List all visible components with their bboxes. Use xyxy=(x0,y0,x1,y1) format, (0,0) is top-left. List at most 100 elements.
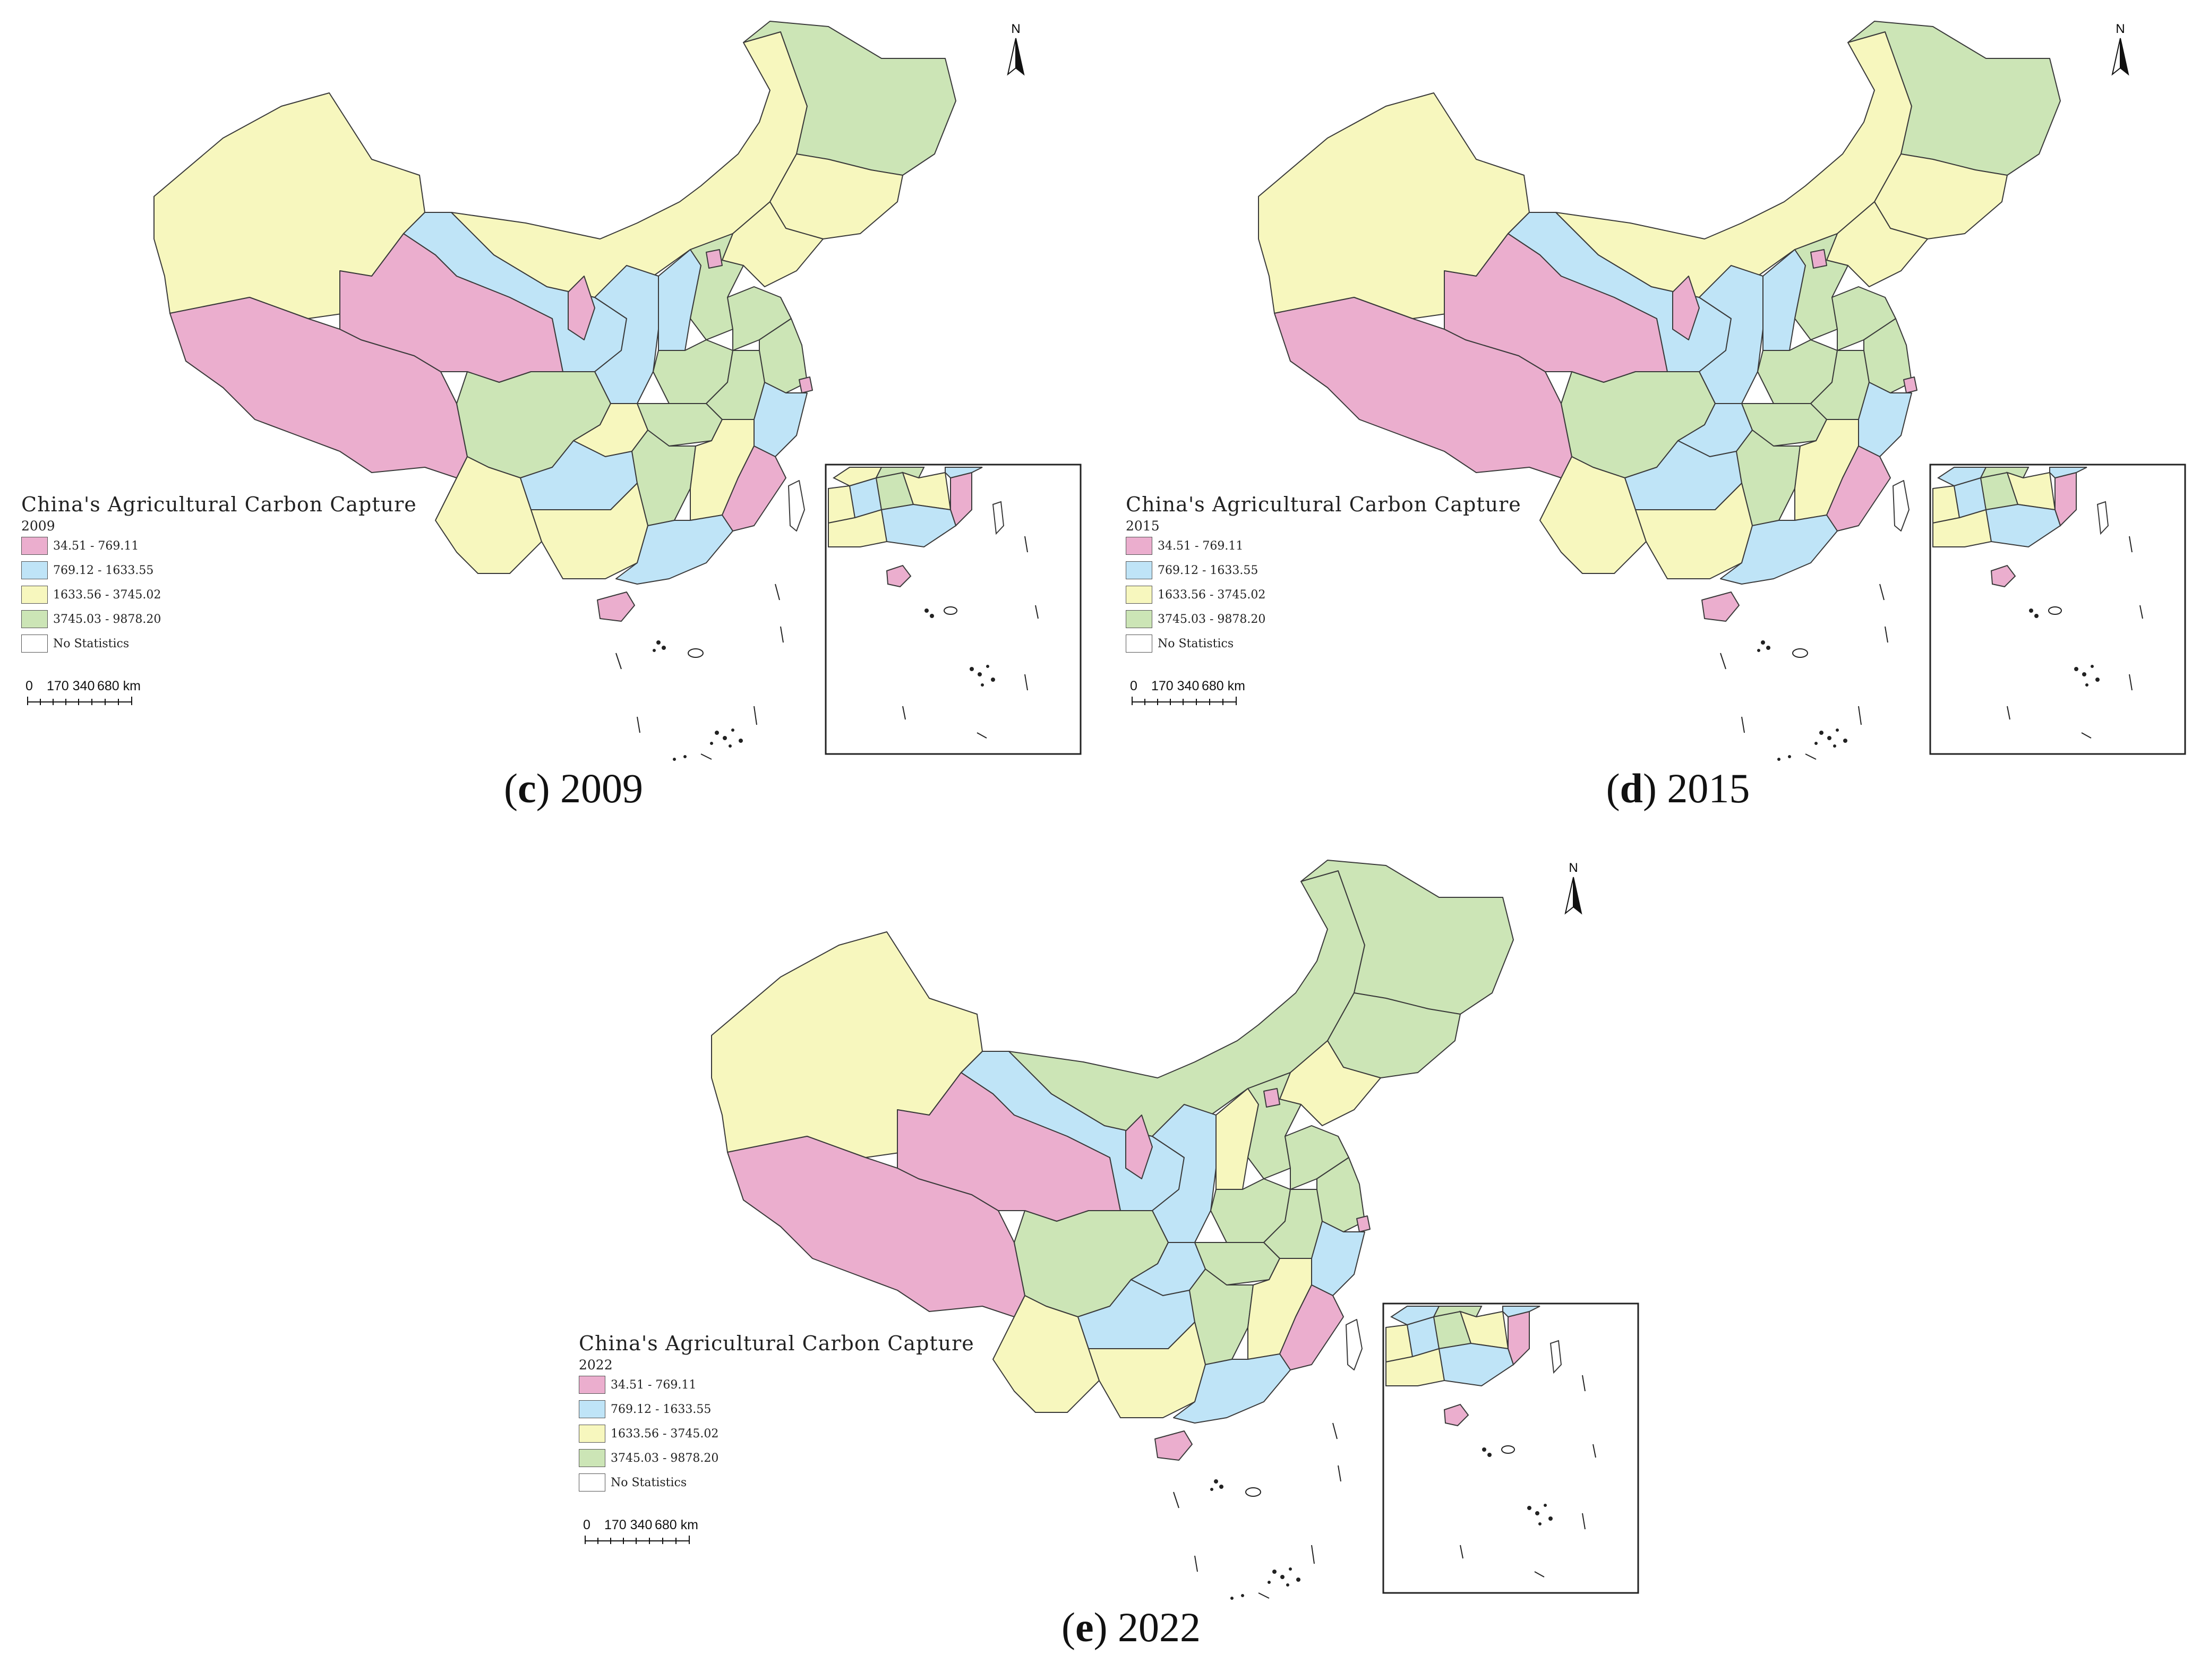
legend-title: China's Agricultural Carbon Capture xyxy=(1126,493,1521,516)
legend-item: 1633.56 - 3745.02 xyxy=(21,582,417,607)
north-label: N xyxy=(1569,861,1578,875)
legend-title: China's Agricultural Carbon Capture xyxy=(21,493,417,516)
panel-caption: (d) 2015 xyxy=(1606,765,1750,811)
scale-label: 170 340 xyxy=(604,1518,653,1532)
legend: China's Agricultural Carbon Capture 2015… xyxy=(1126,493,1521,656)
inset-map xyxy=(1382,1302,1639,1594)
scale-label: 0 xyxy=(1130,679,1137,693)
legend-item: No Statistics xyxy=(1126,631,1521,656)
province-zhejiang xyxy=(754,382,808,457)
island-taiwan xyxy=(788,480,805,532)
legend-year: 2022 xyxy=(579,1357,613,1373)
province-jiangsu xyxy=(1863,318,1912,393)
legend-swatch xyxy=(21,561,48,579)
legend-swatch xyxy=(579,1473,605,1492)
legend-item: 3745.03 - 9878.20 xyxy=(1126,607,1521,631)
legend-label: 34.51 - 769.11 xyxy=(53,539,139,553)
south-sea-islands xyxy=(1720,584,1888,761)
legend-swatch xyxy=(21,537,48,555)
legend-label: 3745.03 - 9878.20 xyxy=(53,612,161,626)
province-hainan xyxy=(597,592,635,622)
scale-labels: 0 170 340 680 km xyxy=(583,1518,710,1533)
scale-label: 680 km xyxy=(97,679,141,693)
scale-label: 0 xyxy=(25,679,33,693)
city-shanghai xyxy=(1903,376,1917,393)
legend-swatch xyxy=(21,610,48,628)
scale-bar: 0 170 340 680 km xyxy=(1130,679,1257,711)
legend-item: 34.51 - 769.11 xyxy=(21,534,417,558)
legend-item: 3745.03 - 9878.20 xyxy=(579,1446,974,1470)
north-label: N xyxy=(1011,22,1020,36)
legend-rows: 34.51 - 769.11 769.12 - 1633.55 1633.56 - … xyxy=(21,534,417,656)
legend-label: 34.51 - 769.11 xyxy=(611,1378,697,1392)
china-map: N xyxy=(1258,21,2186,761)
city-shanghai xyxy=(1356,1215,1371,1232)
province-jiangsu xyxy=(1316,1157,1365,1232)
panel-caption: (c) 2009 xyxy=(503,765,644,811)
legend-label: 769.12 - 1633.55 xyxy=(611,1402,712,1416)
legend-label: 769.12 - 1633.55 xyxy=(1158,563,1258,577)
province-guangdong xyxy=(1720,515,1838,585)
island-taiwan xyxy=(1346,1319,1363,1370)
panel-year: 2022 xyxy=(1118,1604,1201,1650)
north-arrow-icon: N xyxy=(2111,22,2129,76)
legend-rows: 34.51 - 769.11 769.12 - 1633.55 1633.56 - … xyxy=(1126,534,1521,656)
legend-swatch xyxy=(1126,586,1152,604)
legend-swatch xyxy=(1126,561,1152,579)
province-jiangsu xyxy=(759,318,808,393)
province-zhejiang xyxy=(1311,1221,1365,1296)
scale-bar: 0 170 340 680 km xyxy=(25,679,153,711)
legend-label: No Statistics xyxy=(53,637,130,650)
province-ningxia xyxy=(568,276,595,340)
scale-label: 170 340 xyxy=(47,679,95,693)
legend-item: 1633.56 - 3745.02 xyxy=(579,1421,974,1446)
north-arrow-icon: N xyxy=(1564,861,1582,915)
legend-item: 769.12 - 1633.55 xyxy=(1126,558,1521,582)
city-beijing xyxy=(706,249,723,269)
map-panel-2022: N China's Agricultural Carbon Capture 20… xyxy=(558,839,1662,1667)
legend-label: 769.12 - 1633.55 xyxy=(53,563,154,577)
north-arrow-icon: N xyxy=(1007,22,1025,76)
map-panel-2009: N China's Agricultural Carbon Capture 20… xyxy=(0,0,1104,828)
legend-year: 2015 xyxy=(1126,518,1160,534)
panel-letter: c xyxy=(517,765,536,811)
legend-swatch xyxy=(579,1449,605,1467)
scale-label: 170 340 xyxy=(1151,679,1200,693)
china-map: N xyxy=(153,21,1082,761)
province-zhejiang xyxy=(1858,382,1912,457)
legend-label: 3745.03 - 9878.20 xyxy=(611,1451,719,1465)
legend-swatch xyxy=(1126,537,1152,555)
province-guangdong xyxy=(615,515,733,585)
map-panel-2015: N China's Agricultural Carbon Capture 20… xyxy=(1104,0,2209,828)
scale-label: 680 km xyxy=(655,1518,698,1532)
province-ningxia xyxy=(1125,1115,1153,1179)
legend-swatch xyxy=(579,1376,605,1394)
province-hainan xyxy=(1701,592,1740,622)
legend-label: 3745.03 - 9878.20 xyxy=(1158,612,1266,626)
province-guangdong xyxy=(1173,1353,1291,1424)
city-beijing xyxy=(1810,249,1827,269)
south-sea-islands xyxy=(1173,1422,1341,1600)
legend-item: 769.12 - 1633.55 xyxy=(21,558,417,582)
north-label: N xyxy=(2116,22,2125,36)
legend-swatch xyxy=(579,1425,605,1443)
panel-caption: (e) 2022 xyxy=(1061,1604,1201,1650)
province-heilongjiang xyxy=(743,21,956,176)
scale-ruler xyxy=(27,697,132,705)
legend-year: 2009 xyxy=(21,518,55,534)
legend-item: 34.51 - 769.11 xyxy=(579,1373,974,1397)
legend-item: 1633.56 - 3745.02 xyxy=(1126,582,1521,607)
province-ningxia xyxy=(1672,276,1700,340)
province-heilongjiang xyxy=(1847,21,2061,176)
legend-swatch xyxy=(21,586,48,604)
inset-map xyxy=(825,464,1082,755)
city-shanghai xyxy=(799,376,813,393)
south-sea-islands xyxy=(615,584,784,761)
legend-rows: 34.51 - 769.11 769.12 - 1633.55 1633.56 - … xyxy=(579,1373,974,1495)
scale-label: 0 xyxy=(583,1518,590,1532)
scale-ruler xyxy=(585,1536,690,1544)
legend: China's Agricultural Carbon Capture 2022… xyxy=(579,1332,974,1495)
scale-label: 680 km xyxy=(1202,679,1245,693)
city-beijing xyxy=(1263,1088,1280,1108)
island-taiwan xyxy=(1893,480,1910,532)
